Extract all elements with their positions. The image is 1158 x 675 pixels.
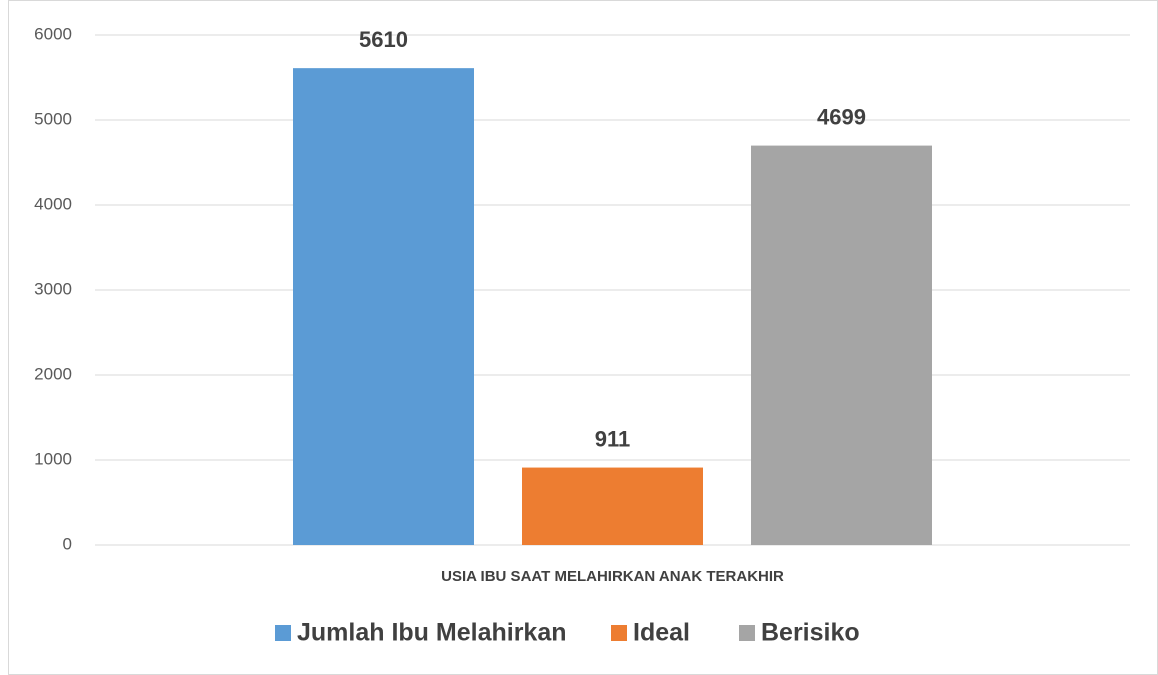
bar <box>751 145 932 545</box>
data-label: 911 <box>595 426 631 451</box>
bar <box>293 68 474 546</box>
y-tick-label: 0 <box>63 534 72 553</box>
legend-label: Jumlah Ibu Melahirkan <box>297 619 567 647</box>
y-tick-label: 2000 <box>34 364 72 383</box>
data-label: 5610 <box>359 27 408 52</box>
legend-swatch <box>611 625 627 641</box>
x-tick-label: USIA IBU SAAT MELAHIRKAN ANAK TERAKHIR <box>441 568 784 585</box>
data-label: 4699 <box>817 104 866 129</box>
y-tick-label: 6000 <box>34 24 72 43</box>
y-tick-label: 5000 <box>34 109 72 128</box>
legend-swatch <box>739 625 755 641</box>
legend-swatch <box>275 625 291 641</box>
legend-label: Berisiko <box>761 619 860 647</box>
y-tick-label: 1000 <box>34 449 72 468</box>
y-tick-label: 3000 <box>34 279 72 298</box>
y-tick-label: 4000 <box>34 194 72 213</box>
bar <box>522 467 703 545</box>
chart-border <box>8 0 1158 675</box>
legend-label: Ideal <box>633 619 690 647</box>
